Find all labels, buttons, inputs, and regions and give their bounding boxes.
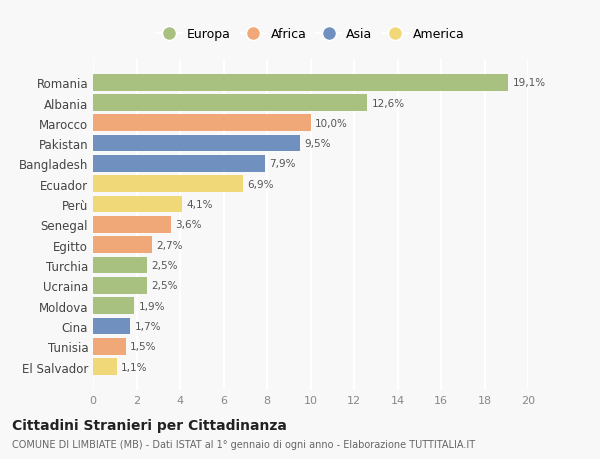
Text: 19,1%: 19,1% [513, 78, 546, 88]
Text: 1,5%: 1,5% [130, 341, 157, 352]
Bar [93, 95, 367, 112]
Text: 7,9%: 7,9% [269, 159, 296, 169]
Bar [93, 318, 130, 335]
Text: 6,9%: 6,9% [247, 179, 274, 190]
Text: Cittadini Stranieri per Cittadinanza: Cittadini Stranieri per Cittadinanza [12, 418, 287, 432]
Bar [93, 298, 134, 314]
Bar [93, 196, 182, 213]
Text: 1,1%: 1,1% [121, 362, 148, 372]
Bar [93, 237, 152, 253]
Text: 9,5%: 9,5% [304, 139, 331, 149]
Text: 1,9%: 1,9% [139, 301, 165, 311]
Bar [93, 176, 243, 193]
Text: 2,7%: 2,7% [156, 240, 182, 250]
Bar [93, 358, 117, 375]
Bar [93, 257, 148, 274]
Text: 4,1%: 4,1% [187, 200, 213, 210]
Bar [93, 217, 172, 233]
Text: COMUNE DI LIMBIATE (MB) - Dati ISTAT al 1° gennaio di ogni anno - Elaborazione T: COMUNE DI LIMBIATE (MB) - Dati ISTAT al … [12, 440, 475, 449]
Bar [93, 277, 148, 294]
Bar [93, 115, 311, 132]
Bar [93, 135, 299, 152]
Bar [93, 156, 265, 173]
Text: 1,7%: 1,7% [134, 321, 161, 331]
Text: 2,5%: 2,5% [152, 281, 178, 291]
Text: 12,6%: 12,6% [371, 98, 404, 108]
Bar [93, 338, 125, 355]
Text: 10,0%: 10,0% [315, 118, 348, 129]
Bar [93, 75, 508, 91]
Legend: Europa, Africa, Asia, America: Europa, Africa, Asia, America [152, 23, 469, 46]
Text: 3,6%: 3,6% [176, 220, 202, 230]
Text: 2,5%: 2,5% [152, 260, 178, 270]
